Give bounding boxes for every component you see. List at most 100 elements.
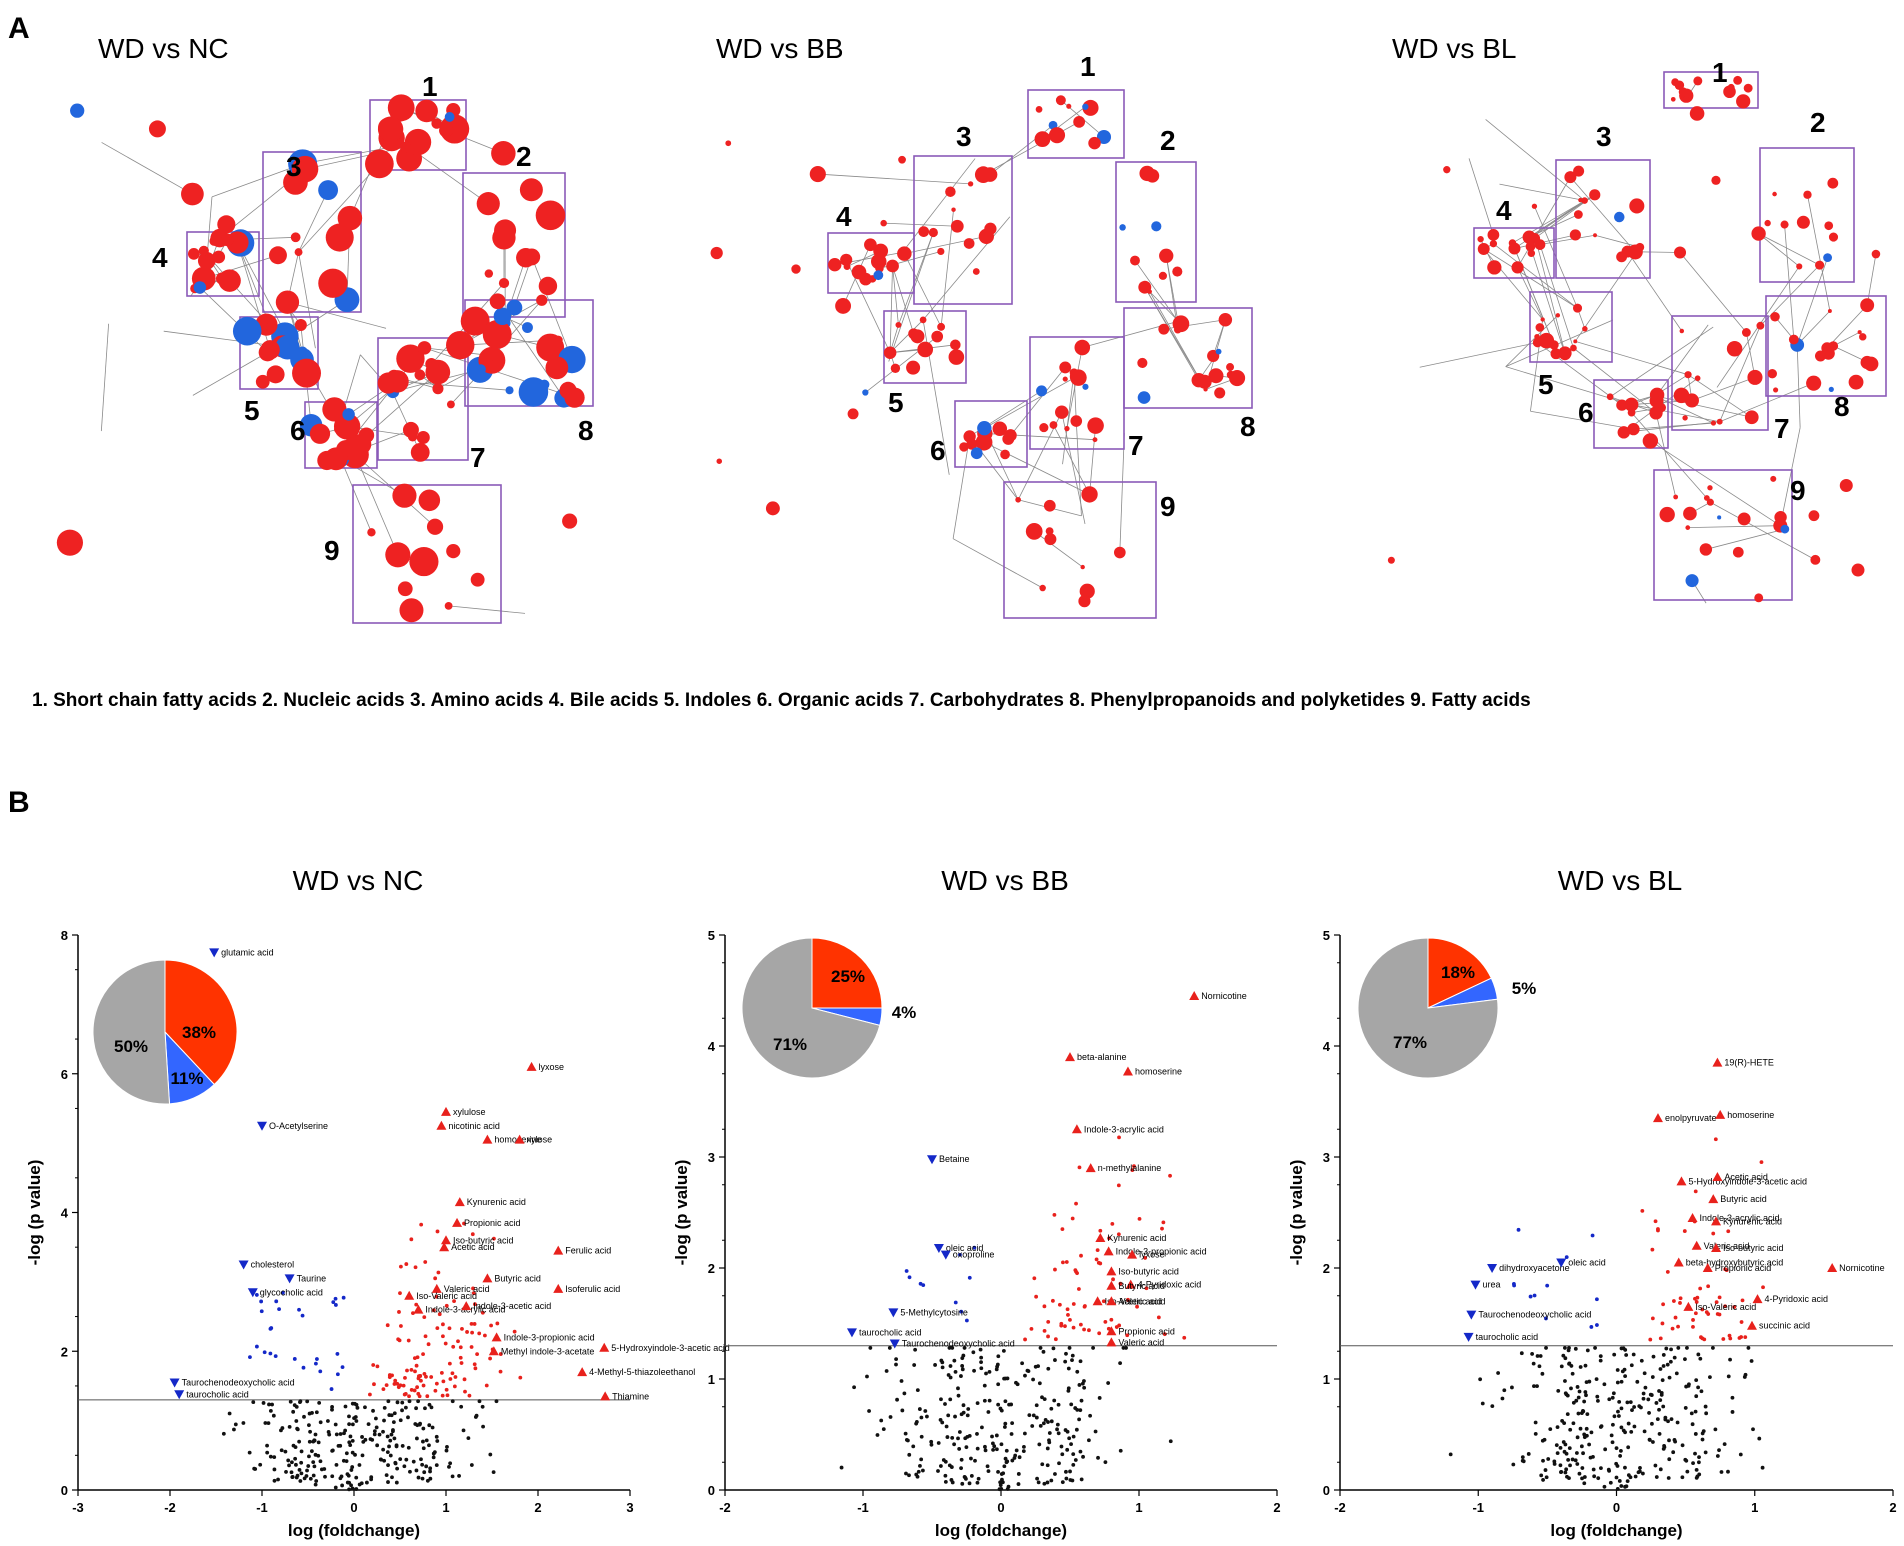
- point-ns: [902, 1391, 907, 1396]
- point-ns: [314, 1410, 319, 1415]
- point-up-labeled: [1712, 1057, 1723, 1067]
- point-ns: [1728, 1357, 1732, 1362]
- point-ns: [1581, 1451, 1585, 1456]
- point-up: [518, 1375, 523, 1380]
- point-ns: [381, 1429, 385, 1434]
- point-ns: [1611, 1391, 1616, 1396]
- point-ns: [1620, 1369, 1625, 1374]
- network-node-up: [221, 233, 234, 247]
- network-edge: [298, 189, 329, 253]
- point-ns: [953, 1414, 957, 1419]
- point-ns: [976, 1476, 981, 1481]
- network-edge: [940, 209, 954, 327]
- point-ns: [416, 1475, 421, 1480]
- point-ns: [310, 1411, 314, 1415]
- point-up: [512, 1329, 517, 1334]
- point-ns: [1685, 1469, 1690, 1474]
- network-edge: [888, 232, 934, 362]
- point-up: [435, 1229, 440, 1234]
- point-up: [398, 1291, 402, 1296]
- network-node-down: [1082, 383, 1089, 390]
- point-ns: [385, 1450, 390, 1455]
- point-ns: [1625, 1479, 1630, 1484]
- point-ns: [1743, 1372, 1748, 1377]
- point-label: xylose: [527, 1135, 553, 1145]
- point-ns: [469, 1463, 474, 1467]
- point-ns: [1046, 1366, 1051, 1371]
- network-node-up: [1049, 421, 1058, 429]
- network-node-up: [963, 238, 975, 249]
- point-ns: [1708, 1375, 1712, 1380]
- point-up-labeled: [431, 1283, 442, 1293]
- point-label: 19(R)-HETE: [1724, 1058, 1774, 1068]
- point-label: Indole-3-propionic acid: [504, 1332, 595, 1342]
- point-ns: [1544, 1346, 1548, 1350]
- point-up: [1640, 1208, 1645, 1213]
- network-node-up: [1803, 190, 1812, 199]
- point-ns: [1480, 1401, 1485, 1406]
- point-ns: [448, 1461, 453, 1466]
- point-ns: [940, 1360, 945, 1365]
- point-up: [384, 1383, 389, 1388]
- network-edge: [1833, 331, 1860, 347]
- point-up: [1110, 1221, 1115, 1226]
- network-node-up: [1824, 221, 1834, 231]
- point-up: [1704, 1310, 1709, 1315]
- point-up: [484, 1383, 489, 1388]
- point-up: [1111, 1277, 1115, 1282]
- point-up: [1648, 1337, 1653, 1342]
- network-node-up: [1138, 280, 1152, 294]
- network-edge: [1796, 257, 1828, 346]
- network-node-up: [1616, 399, 1628, 411]
- network-node-up: [1214, 387, 1226, 399]
- point-up: [1678, 1301, 1682, 1305]
- point-up: [402, 1392, 407, 1397]
- y-tick-label: 5: [1323, 928, 1330, 943]
- network-node-up: [1808, 510, 1820, 522]
- network-node-down: [232, 316, 262, 346]
- point-label: Valeric acid: [1118, 1337, 1164, 1347]
- network-edge: [1807, 194, 1831, 312]
- point-ns: [1698, 1356, 1703, 1361]
- point-ns: [900, 1408, 905, 1413]
- point-up: [1665, 1270, 1670, 1274]
- y-tick-label: 1: [1323, 1372, 1330, 1387]
- point-ns: [948, 1364, 953, 1368]
- point-up: [1057, 1302, 1062, 1307]
- point-ns: [1626, 1473, 1631, 1477]
- network-node-up: [1172, 315, 1190, 333]
- point-ns: [373, 1416, 378, 1421]
- point-up: [1144, 1286, 1149, 1291]
- network-node-up: [432, 383, 444, 395]
- point-label: Butyric acid: [1720, 1194, 1767, 1204]
- y-tick-label: 4: [61, 1206, 69, 1221]
- point-up-labeled: [482, 1273, 493, 1283]
- point-ns: [1027, 1413, 1032, 1418]
- point-up: [472, 1362, 477, 1367]
- point-down: [333, 1296, 338, 1301]
- point-ns: [945, 1435, 950, 1439]
- point-ns: [894, 1362, 898, 1367]
- point-up: [1693, 1189, 1698, 1194]
- point-ns: [1014, 1448, 1019, 1453]
- point-up: [1160, 1226, 1164, 1231]
- point-ns: [1661, 1404, 1666, 1409]
- point-ns: [1490, 1404, 1495, 1409]
- point-up: [415, 1385, 419, 1390]
- point-up: [1130, 1168, 1135, 1172]
- point-ns: [1055, 1422, 1060, 1427]
- point-ns: [956, 1386, 960, 1391]
- network-node-up: [148, 120, 166, 138]
- network-node-up: [1066, 103, 1072, 109]
- network-node-down: [1823, 253, 1833, 263]
- point-down: [1544, 1316, 1548, 1321]
- point-up: [443, 1341, 448, 1346]
- point-up-labeled: [577, 1367, 588, 1377]
- point-ns: [1610, 1440, 1615, 1445]
- point-up: [1125, 1333, 1130, 1338]
- point-ns: [288, 1399, 293, 1404]
- point-ns: [1703, 1450, 1708, 1455]
- point-up: [437, 1312, 442, 1317]
- point-ns: [316, 1440, 321, 1445]
